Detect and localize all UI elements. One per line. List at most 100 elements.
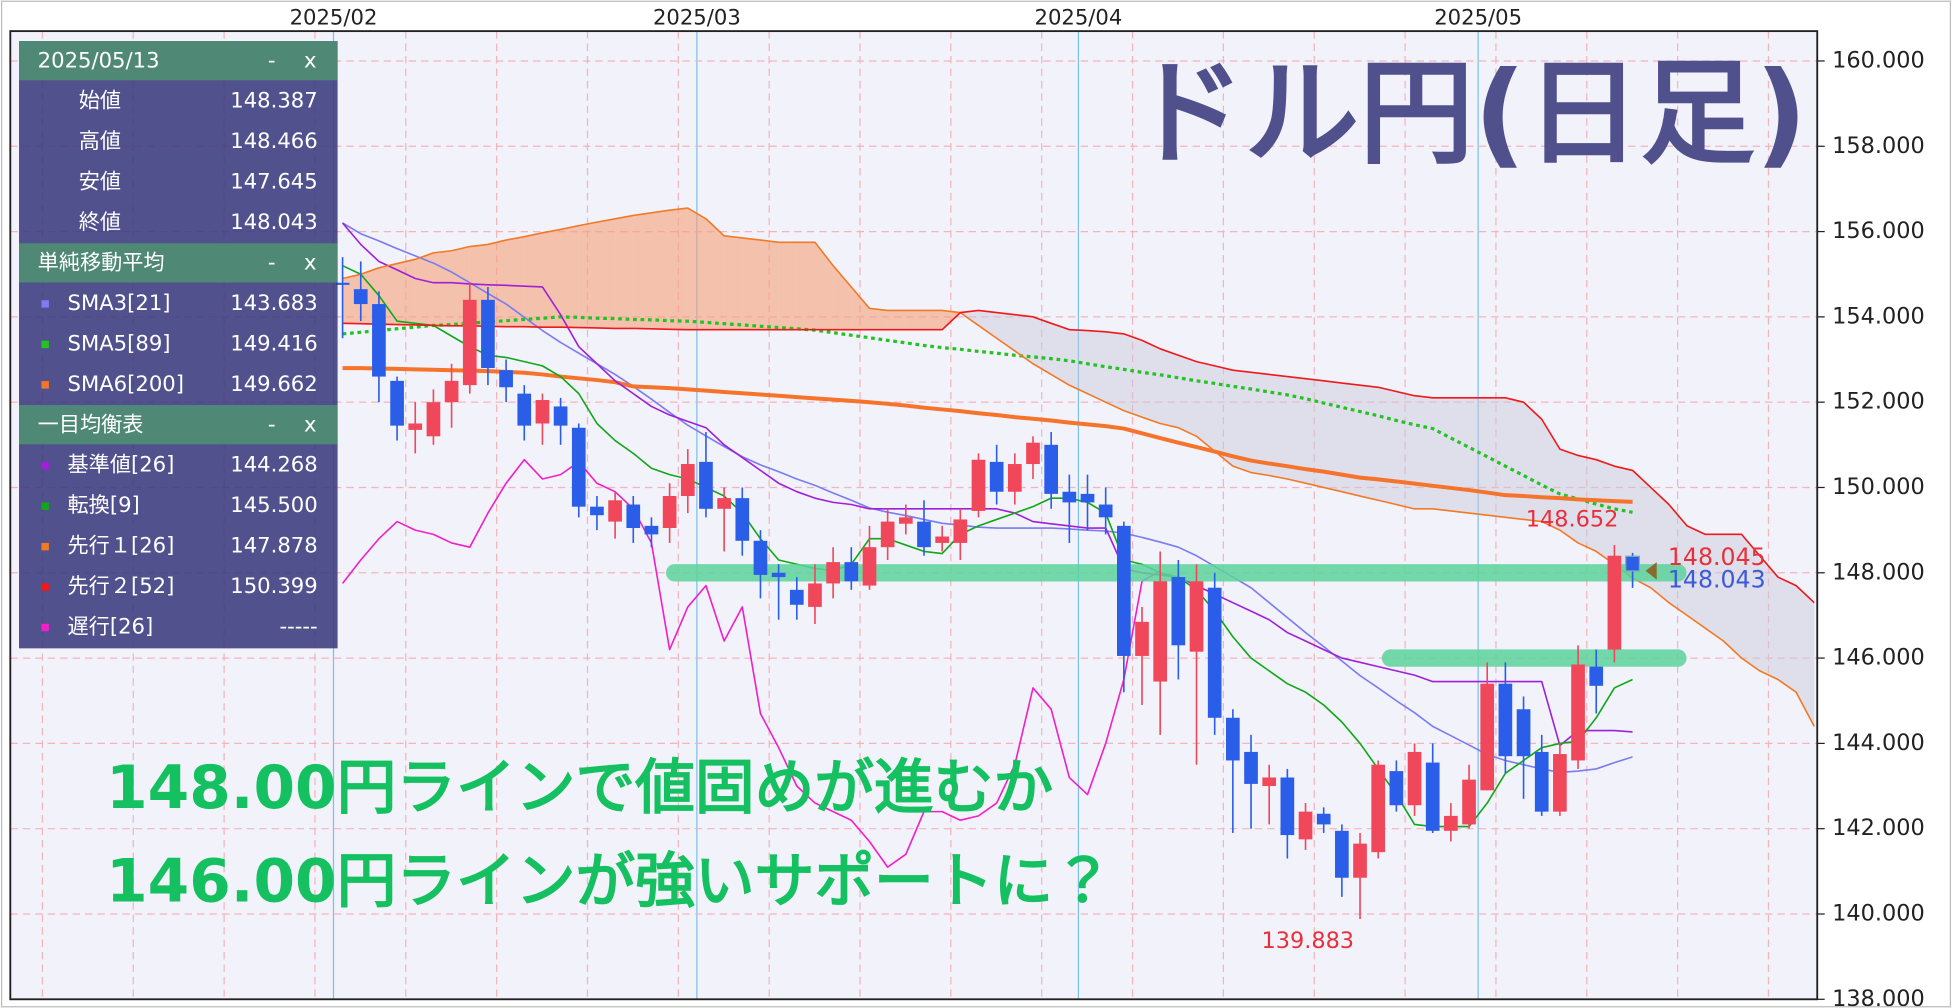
legend-value: 145.500 [230,492,317,517]
candle-body [1116,525,1131,656]
cloud-segment [1523,402,1542,522]
candle-body [1444,815,1458,831]
candle-body [1425,762,1440,831]
candle-body [590,506,604,516]
cloud-segment [687,208,706,330]
cloud-segment [1796,585,1815,727]
y-tick-label: 148.000 [1832,559,1925,585]
candle-body [1026,442,1040,465]
minimize-button[interactable]: - [268,250,276,275]
y-tick-label: 142.000 [1832,815,1925,841]
cloud-segment [1178,355,1197,437]
candle-body [1462,779,1476,825]
cloud-segment [1032,316,1052,375]
candle-body [935,536,949,543]
plot-frame [9,30,1819,1001]
candle-body [1389,771,1404,806]
ohlc-value: 148.043 [230,209,317,234]
candle-body [1280,777,1295,836]
candle-body [771,572,786,578]
cloud-segment [1723,534,1742,659]
candle-body [462,299,477,386]
candle-body [1607,555,1622,650]
candle-body [789,589,804,605]
minimize-button[interactable]: - [268,47,276,72]
cloud-segment [1777,577,1797,693]
cloud-segment [560,225,579,328]
close-button[interactable]: x [304,411,317,436]
cloud-segment [1123,333,1143,418]
legend-swatch [41,623,49,632]
last-price-label: 148.045 [1668,543,1766,571]
cloud-segment [1360,385,1379,501]
cloud-segment [1505,397,1524,520]
close-button[interactable]: x [304,47,317,72]
candle-body [1335,830,1349,878]
candle-body [753,540,768,575]
legend-swatch [41,502,49,510]
candle-body [644,525,659,535]
candle-body [353,289,368,305]
close-button[interactable]: x [304,250,317,275]
candle-body [917,521,931,548]
candle-body [1044,444,1059,494]
cloud-segment [524,232,543,328]
panel-header-text: 一目均衡表 [38,411,144,436]
cloud-segment [778,242,797,330]
legend-label: 先行２[52] [68,573,175,598]
candle-body [1625,555,1641,572]
line-series [342,366,1633,504]
candle-body [426,402,441,437]
candle-body [699,461,713,509]
candle-body [517,393,532,426]
line-series [342,264,1633,828]
candle-body [717,498,731,509]
y-axis: 138.000 140.000 142.000 144.000 146.000 148.0… [1817,47,1925,1008]
panel-header [19,41,338,81]
line-series [342,309,1815,604]
candle-body [1353,843,1367,878]
cloud-segment [633,212,652,329]
annotation: 148.00円ラインで値固めが進むか [106,754,1053,823]
line-series [341,222,1633,747]
line-series [341,458,1161,868]
cloud-segment [542,229,561,328]
ohlc-value: 148.387 [230,88,317,113]
legend-label: 基準値[26] [68,452,175,477]
support-band [1381,649,1687,667]
cloud-segment [1450,397,1470,514]
ohlc-label: 終値 [79,209,121,234]
legend-swatch [41,542,49,551]
cloud-segment [433,250,452,326]
candle-body [571,427,586,507]
ohlc-label: 安値 [79,169,121,194]
cloud-segment [1232,370,1252,473]
cloud-segment [923,310,943,330]
candle-body [898,517,913,524]
candle-body [1189,581,1204,652]
cloud-segment [1105,331,1124,411]
legend-label: SMA5[89] [68,330,171,355]
candle-body [953,519,968,543]
line-series [342,315,1633,514]
candle-body [680,464,695,497]
minimize-button[interactable]: - [268,411,276,436]
line-series [342,207,1815,727]
cloud-segment [342,274,361,324]
candle-body [1171,577,1186,646]
cloud-segment [1378,387,1397,505]
y-tick-label: 156.000 [1832,218,1925,244]
candle-body [1262,777,1277,787]
cloud-segment [1741,534,1760,671]
cloud-segment [814,242,834,330]
cloud-segment [1469,397,1488,516]
candle-body [535,400,550,424]
cloud-segment [851,287,870,330]
candle-body [808,583,822,607]
legend-value: 149.662 [230,371,317,396]
panel-header [19,405,338,445]
cloud-segment [887,310,906,330]
